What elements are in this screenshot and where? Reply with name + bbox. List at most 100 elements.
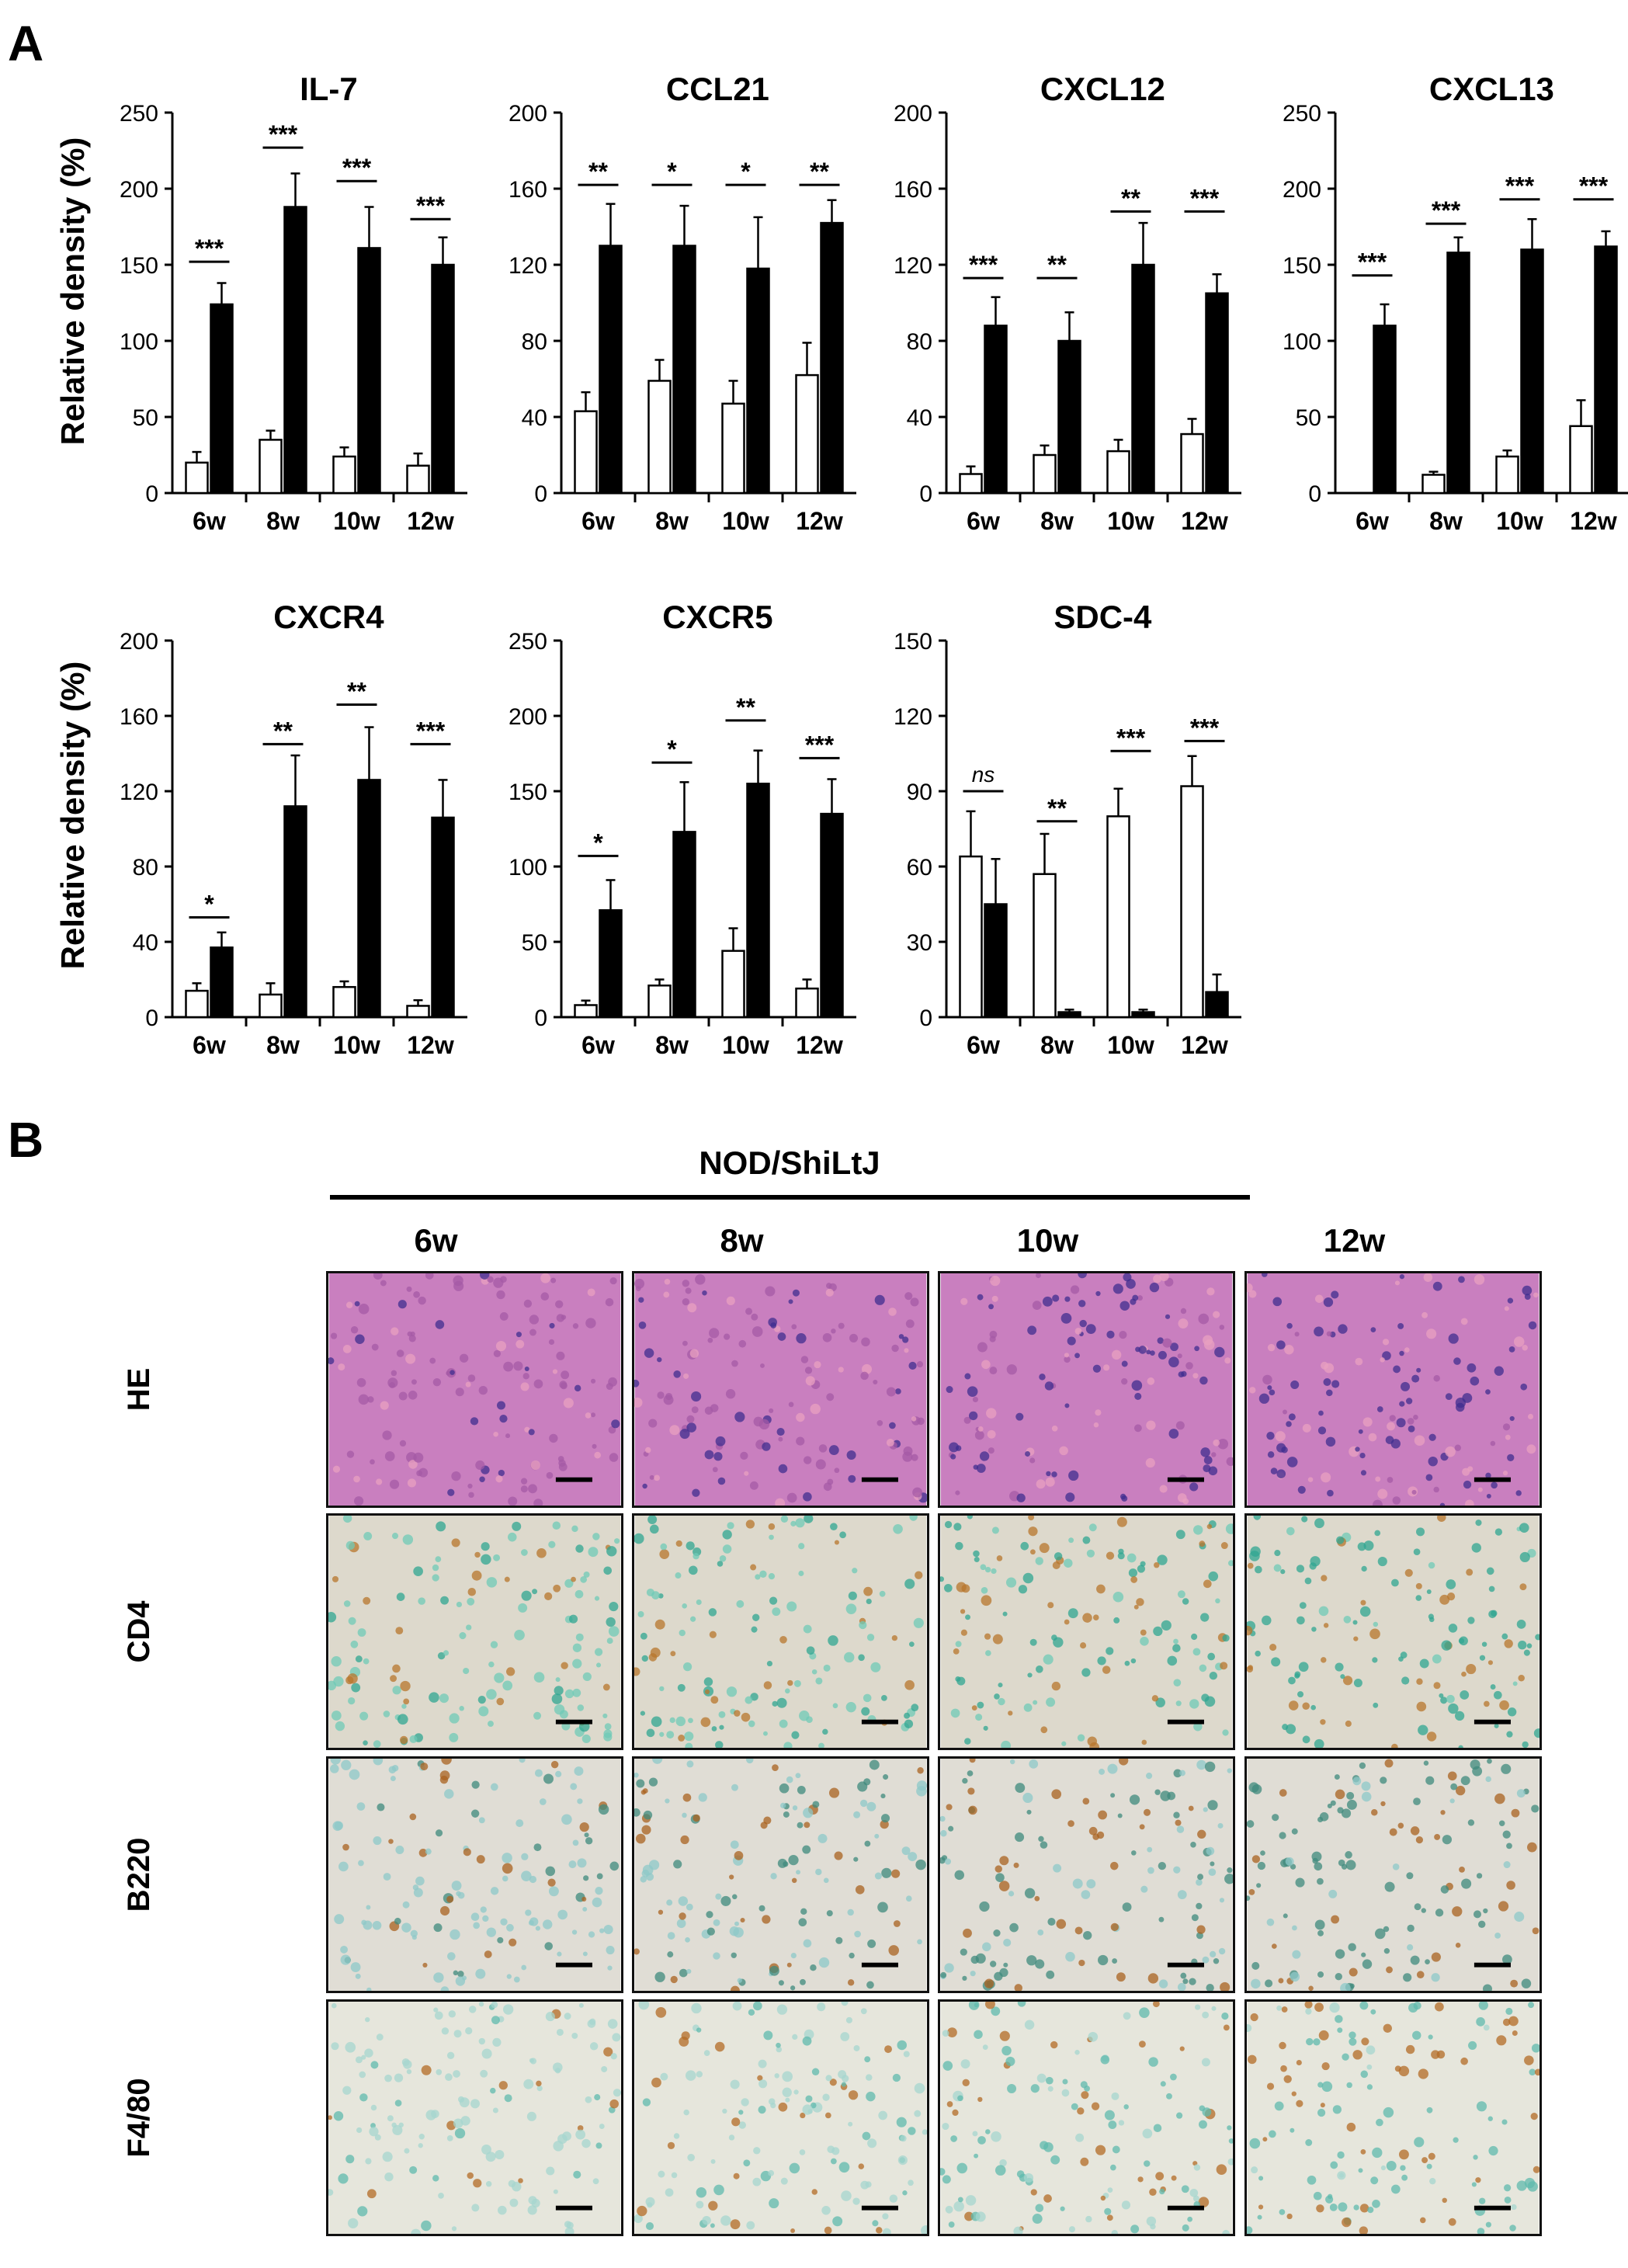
cell-nucleus — [1015, 1783, 1026, 1793]
cell-nucleus — [1317, 1426, 1327, 1435]
cell-nucleus — [691, 1406, 699, 1414]
tissue-background — [328, 2002, 621, 2234]
cell-nucleus — [1290, 2127, 1295, 2133]
cell-nucleus — [1218, 1947, 1226, 1955]
cell-nucleus — [988, 1304, 995, 1310]
cell-nucleus — [1149, 1282, 1160, 1293]
cell-nucleus — [1267, 1343, 1276, 1352]
cell-nucleus — [1106, 1551, 1115, 1560]
cell-nucleus — [734, 1851, 744, 1860]
cell-nucleus — [980, 1564, 987, 1571]
cell-nucleus — [1509, 1415, 1515, 1422]
cell-nucleus — [1373, 1621, 1379, 1627]
cell-nucleus — [864, 2056, 871, 2063]
micrograph — [326, 1271, 623, 1508]
cell-nucleus — [1515, 1490, 1522, 1496]
cell-nucleus — [1203, 1339, 1215, 1350]
cell-nucleus — [520, 1478, 528, 1485]
cell-nucleus — [1462, 1393, 1473, 1403]
cell-nucleus — [1360, 1599, 1366, 1606]
cell-nucleus — [786, 1601, 797, 1612]
cell-nucleus — [1279, 2209, 1286, 2215]
cell-nucleus — [1304, 1577, 1312, 1585]
cell-nucleus — [1357, 1542, 1366, 1551]
y-tick-label: 150 — [120, 253, 158, 279]
cell-nucleus — [1501, 2119, 1508, 2125]
cell-nucleus — [387, 2115, 394, 2122]
cell-nucleus — [1157, 1337, 1164, 1344]
cell-nucleus — [478, 1817, 485, 1824]
cell-nucleus — [363, 1658, 370, 1665]
cell-nucleus — [1192, 2195, 1199, 2202]
cell-nucleus — [686, 1903, 693, 1911]
cell-nucleus — [1505, 1434, 1511, 1440]
cell-nucleus — [1504, 1639, 1513, 1648]
cell-nucleus — [877, 1902, 888, 1913]
cell-nucleus — [585, 2096, 592, 2103]
cell-nucleus — [1279, 1789, 1287, 1797]
cell-nucleus — [989, 1367, 998, 1375]
cell-nucleus — [1335, 1789, 1345, 1800]
cell-nucleus — [682, 1340, 688, 1346]
cell-nucleus — [547, 1878, 556, 1887]
cell-nucleus — [359, 2071, 366, 2079]
cell-nucleus — [1519, 1583, 1527, 1591]
cell-nucleus — [350, 1326, 359, 1334]
cell-nucleus — [1030, 2084, 1040, 2093]
cell-nucleus — [1071, 2103, 1078, 2110]
cell-nucleus — [1314, 1919, 1325, 1930]
cell-nucleus — [614, 1538, 620, 1544]
cell-nucleus — [859, 1620, 867, 1630]
cell-nucleus — [553, 1584, 561, 1592]
y-tick-label: 0 — [1308, 481, 1321, 507]
cell-nucleus — [470, 2099, 481, 2109]
cell-nucleus — [496, 1697, 505, 1706]
cell-nucleus — [800, 1908, 807, 1915]
cell-nucleus — [1111, 2092, 1119, 2100]
cell-nucleus — [733, 2172, 740, 2179]
cell-nucleus — [1360, 2148, 1366, 2155]
cell-nucleus — [1197, 1829, 1206, 1839]
cell-nucleus — [372, 1920, 382, 1930]
cell-nucleus — [913, 1617, 924, 1628]
x-tick-label: 12w — [796, 1031, 843, 1059]
cell-nucleus — [679, 1968, 688, 1978]
cell-nucleus — [963, 1416, 971, 1424]
cell-nucleus — [1225, 1523, 1233, 1534]
cell-nucleus — [981, 1360, 991, 1370]
cell-nucleus — [402, 1901, 410, 1909]
cell-nucleus — [356, 1802, 366, 1811]
cell-nucleus — [345, 2155, 355, 2164]
chart-title: SDC-4 — [1054, 599, 1152, 635]
cell-nucleus — [1131, 1380, 1143, 1391]
cell-nucleus — [960, 2059, 970, 2069]
cell-nucleus — [411, 2228, 422, 2234]
cell-nucleus — [897, 2040, 908, 2051]
cell-nucleus — [1349, 1968, 1358, 1977]
cell-nucleus — [1005, 1577, 1017, 1588]
cell-nucleus — [659, 1686, 665, 1692]
cell-nucleus — [1516, 1789, 1526, 1798]
micrograph-image — [328, 1759, 621, 1991]
x-tick-label: 8w — [266, 507, 300, 535]
cell-nucleus — [558, 1462, 568, 1471]
cell-nucleus — [1122, 1902, 1132, 1912]
scale-bar — [861, 1477, 898, 1482]
cell-nucleus — [1034, 1895, 1040, 1902]
cell-nucleus — [783, 1742, 793, 1748]
cell-nucleus — [853, 1856, 859, 1862]
cell-nucleus — [545, 1866, 556, 1877]
cell-nucleus — [1465, 1499, 1474, 1506]
cell-nucleus — [1262, 1374, 1272, 1385]
cell-nucleus — [884, 2045, 892, 2054]
cell-nucleus — [1383, 1926, 1390, 1933]
cell-nucleus — [669, 1425, 680, 1436]
cell-nucleus — [1305, 2139, 1313, 2146]
cell-nucleus — [1484, 1700, 1490, 1707]
cell-nucleus — [1220, 1662, 1228, 1670]
cell-nucleus — [594, 2094, 601, 2101]
cell-nucleus — [678, 1896, 689, 1906]
cell-nucleus — [867, 1939, 876, 1948]
cell-nucleus — [1433, 1374, 1440, 1382]
cell-nucleus — [1207, 1800, 1218, 1811]
